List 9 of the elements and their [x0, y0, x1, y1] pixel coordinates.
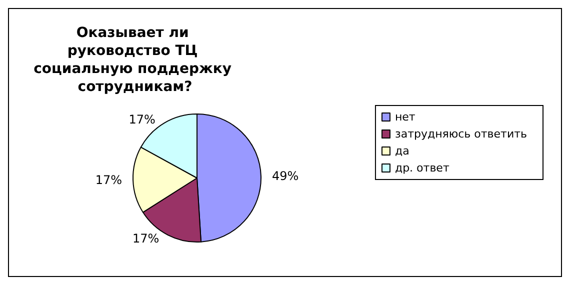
- data-label: 17%: [132, 232, 160, 246]
- legend-label: да: [394, 144, 410, 158]
- data-label: 17%: [128, 112, 156, 126]
- legend-label: нет: [394, 110, 416, 124]
- data-label: 49%: [272, 168, 299, 183]
- legend-label: затрудняюсь ответить: [394, 128, 528, 140]
- legend-label: др. ответ: [394, 162, 450, 174]
- chart-title: Оказывает ли руководство ТЦ социальную поддержку сотрудникам?: [34, 25, 236, 95]
- data-label: 17%: [95, 173, 122, 188]
